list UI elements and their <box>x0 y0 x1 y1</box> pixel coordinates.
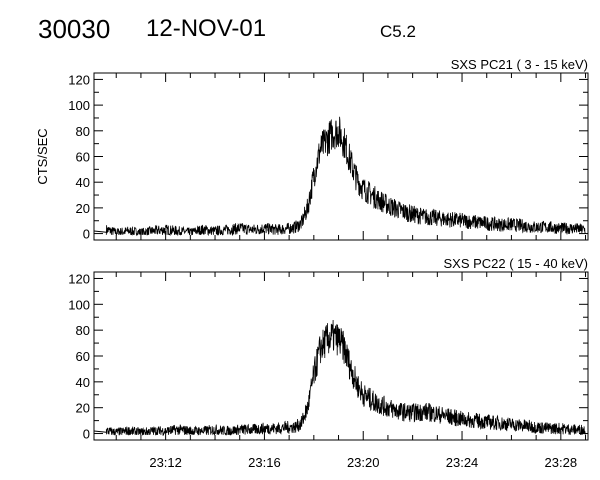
y-tick-label: 20 <box>76 401 90 416</box>
panel-title: SXS PC22 ( 15 - 40 keV) <box>443 256 588 271</box>
y-tick-label: 80 <box>76 124 90 139</box>
y-tick-label: 20 <box>76 201 90 216</box>
y-tick-label: 60 <box>76 349 90 364</box>
series-line <box>105 116 586 237</box>
series-line-start <box>93 430 107 433</box>
panel-2: 0 20 40 60 80 100 120 23:12 23:16 23:20 23:24 23:28… <box>68 256 589 470</box>
y-tick-label: 0 <box>83 227 90 242</box>
event-date: 12-NOV-01 <box>146 15 267 42</box>
y-tick-label: 40 <box>76 375 90 390</box>
x-tick-label: 23:24 <box>446 455 479 470</box>
event-id: 30030 <box>38 14 111 44</box>
y-tick-label: 40 <box>76 175 90 190</box>
y-tick-label: 100 <box>68 98 90 113</box>
y-axis-label: CTS/SEC <box>35 128 50 184</box>
x-tick-label: 23:12 <box>149 455 182 470</box>
goes-class: C5.2 <box>380 22 416 41</box>
y-tick-label: 80 <box>76 323 90 338</box>
series-line <box>105 319 586 437</box>
y-tick-label: 60 <box>76 150 90 165</box>
plot-frame <box>93 271 589 441</box>
y-tick-label: 120 <box>68 271 90 286</box>
plot-frame <box>93 72 589 241</box>
series-line-start <box>93 230 107 233</box>
panel-title: SXS PC21 ( 3 - 15 keV) <box>451 57 588 72</box>
y-tick-label: 100 <box>68 297 90 312</box>
x-tick-label: 23:28 <box>545 455 578 470</box>
x-tick-label: 23:20 <box>347 455 380 470</box>
y-tick-label: 0 <box>83 427 90 442</box>
y-tick-label: 120 <box>68 72 90 87</box>
panel-1: 0 20 40 60 80 100 120 SXS PC21 ( 3 - 15 keV) CTS… <box>35 57 589 242</box>
x-tick-label: 23:16 <box>248 455 281 470</box>
